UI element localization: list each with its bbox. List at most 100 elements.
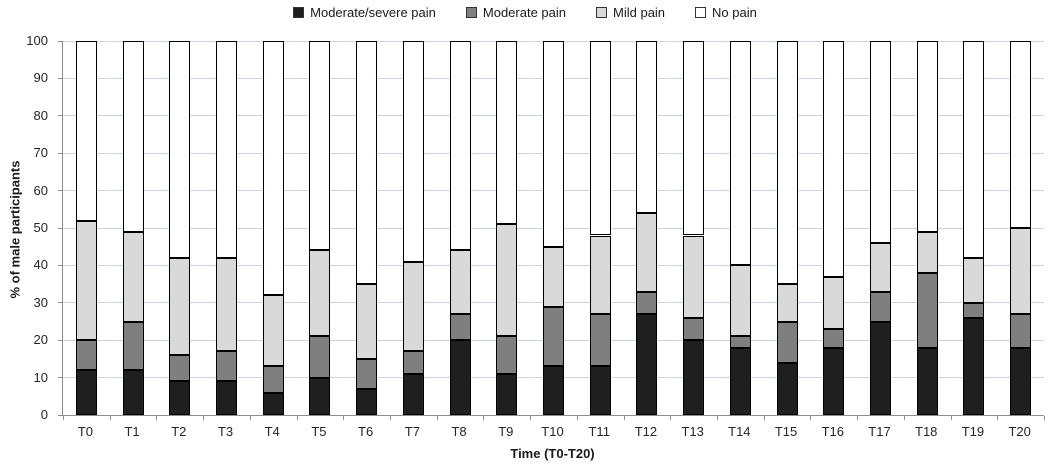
bar-segment bbox=[916, 347, 938, 415]
x-tick-mark bbox=[717, 416, 718, 420]
legend-item-0: Moderate/severe pain bbox=[293, 5, 436, 20]
bar-T12 bbox=[636, 41, 658, 415]
bar-segment bbox=[449, 41, 471, 251]
x-tick-mark bbox=[156, 416, 158, 420]
y-tick-mark bbox=[58, 152, 63, 154]
bar-segment bbox=[589, 366, 611, 415]
bar-segment bbox=[776, 41, 798, 285]
x-tick-label: T9 bbox=[498, 424, 514, 439]
bar-segment bbox=[402, 41, 424, 262]
y-tick-label: 80 bbox=[33, 107, 48, 123]
bar-segment bbox=[216, 351, 237, 382]
bar-segment bbox=[169, 381, 191, 415]
bar-segment bbox=[122, 321, 144, 371]
bar-T11 bbox=[589, 41, 611, 415]
y-tick-label: 70 bbox=[33, 145, 48, 161]
x-tick-mark bbox=[576, 416, 578, 420]
bar-segment bbox=[169, 257, 191, 356]
bar-segment bbox=[449, 314, 471, 341]
bar-segment bbox=[402, 351, 424, 374]
bar-segment bbox=[496, 373, 518, 415]
x-tick-label: T20 bbox=[1008, 424, 1031, 439]
x-tick-mark bbox=[1044, 416, 1045, 420]
bar-segment bbox=[916, 272, 938, 348]
y-axis-tick-labels: 0 10 20 30 40 50 60 70 80 90 100 bbox=[0, 34, 54, 421]
bar-segment bbox=[216, 381, 237, 415]
x-tick-mark bbox=[343, 416, 345, 420]
x-tick-mark bbox=[763, 416, 765, 420]
bar-segment bbox=[402, 373, 424, 415]
bar-segment bbox=[543, 306, 564, 367]
y-tick-mark bbox=[58, 77, 63, 79]
x-axis-tick-labels: T0 T1 T2 T3 T4 T5 T6 T7 T8 T9 T10 T11 T12 T13 T14 T15 T1… bbox=[62, 424, 1043, 440]
bar-segment bbox=[729, 336, 751, 348]
bar-segment bbox=[169, 41, 191, 258]
bar-segment bbox=[496, 41, 518, 225]
bar-segment bbox=[262, 392, 284, 415]
x-tick-mark bbox=[903, 416, 905, 420]
legend: Moderate/severe pain Moderate pain Mild pa… bbox=[0, 2, 1050, 22]
x-tick-label: T11 bbox=[588, 424, 610, 439]
x-tick-mark bbox=[530, 416, 532, 420]
bar-T9 bbox=[496, 41, 518, 415]
x-tick-mark bbox=[483, 416, 485, 420]
y-tick-mark bbox=[58, 264, 63, 266]
bar-segment bbox=[729, 347, 751, 415]
x-tick-label: T1 bbox=[124, 424, 140, 439]
bar-segment bbox=[1010, 41, 1032, 228]
x-tick-label: T10 bbox=[541, 424, 564, 439]
bar-segment bbox=[636, 41, 658, 214]
bar-segment bbox=[216, 41, 237, 258]
x-tick-mark bbox=[390, 416, 391, 420]
legend-label: No pain bbox=[712, 4, 757, 20]
x-tick-label: T17 bbox=[868, 424, 891, 439]
bar-segment bbox=[870, 321, 891, 415]
y-tick-mark bbox=[58, 414, 63, 416]
bar-segment bbox=[870, 41, 891, 243]
legend-swatch-icon bbox=[293, 6, 305, 18]
bar-segment bbox=[823, 347, 845, 415]
bar-segment bbox=[356, 388, 378, 415]
bar-segment bbox=[262, 366, 284, 393]
bar-segment bbox=[916, 231, 938, 273]
bar-segment bbox=[963, 41, 985, 258]
y-tick-label: 50 bbox=[33, 220, 48, 235]
x-tick-label: T16 bbox=[821, 424, 844, 439]
bar-T19 bbox=[963, 41, 985, 415]
y-tick-mark bbox=[58, 227, 63, 229]
bar-segment bbox=[963, 257, 985, 303]
bar-segment bbox=[963, 317, 985, 415]
bar-segment bbox=[916, 41, 938, 232]
bar-segment bbox=[1010, 347, 1032, 415]
x-tick-label: T7 bbox=[404, 424, 420, 439]
x-tick-label: T18 bbox=[915, 424, 938, 439]
y-tick-mark bbox=[58, 190, 63, 192]
bar-T1 bbox=[122, 41, 144, 415]
bar-segment bbox=[309, 336, 331, 378]
x-tick-label: T12 bbox=[634, 424, 658, 439]
gridline bbox=[63, 40, 1044, 42]
x-tick-mark bbox=[296, 416, 298, 420]
bar-segment bbox=[636, 314, 658, 415]
x-tick-mark bbox=[623, 416, 625, 420]
legend-item-3: No pain bbox=[695, 5, 757, 20]
x-tick-mark bbox=[670, 416, 672, 420]
bar-segment bbox=[75, 370, 97, 415]
bar-segment bbox=[636, 213, 658, 292]
bar-T7 bbox=[402, 41, 424, 415]
bar-segment bbox=[356, 358, 378, 389]
x-tick-label: T5 bbox=[311, 424, 327, 439]
bar-segment bbox=[823, 41, 845, 277]
bar-segment bbox=[963, 302, 985, 318]
bar-segment bbox=[776, 321, 798, 363]
x-tick-mark bbox=[997, 416, 999, 420]
bar-T2 bbox=[169, 41, 191, 415]
bar-segment bbox=[543, 366, 564, 415]
x-tick-mark bbox=[249, 416, 251, 420]
x-tick-mark bbox=[109, 416, 111, 420]
bar-segment bbox=[1010, 314, 1032, 348]
legend-label: Mild pain bbox=[613, 4, 666, 20]
bar-segment bbox=[122, 231, 144, 322]
bar-T5 bbox=[309, 41, 331, 415]
x-axis-title: Time (T0-T20) bbox=[510, 446, 595, 461]
